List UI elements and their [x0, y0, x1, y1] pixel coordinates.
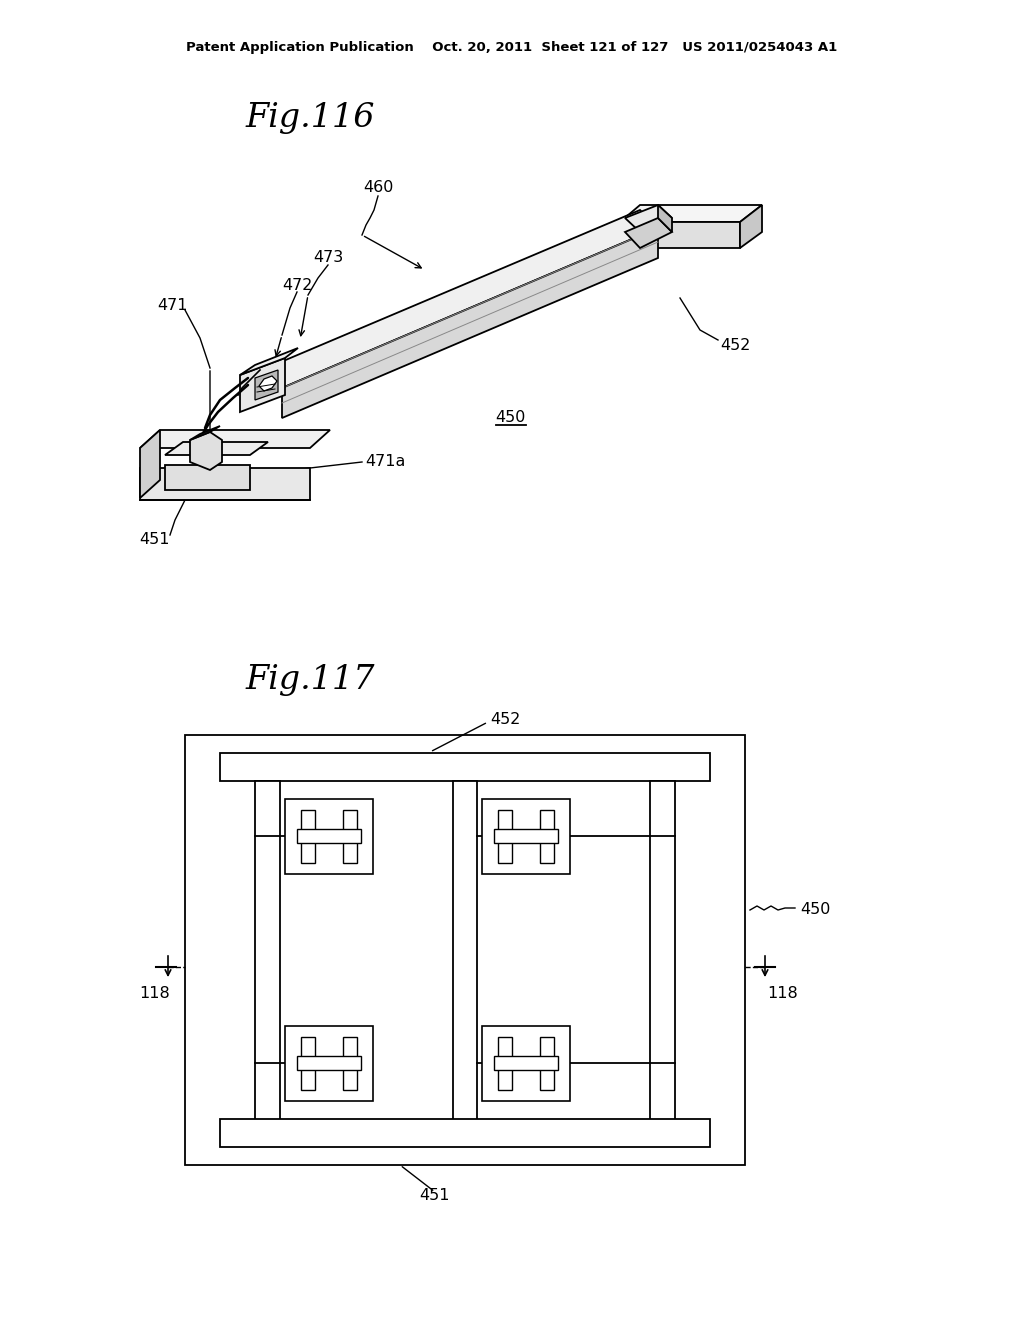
- Bar: [343, 810, 357, 863]
- Bar: [498, 810, 512, 863]
- Bar: [285, 1026, 373, 1101]
- Bar: [482, 1026, 570, 1101]
- Bar: [301, 1038, 315, 1090]
- Polygon shape: [620, 222, 740, 248]
- Bar: [301, 810, 315, 863]
- Text: 450: 450: [800, 903, 830, 917]
- Text: 451: 451: [139, 532, 170, 548]
- Polygon shape: [140, 469, 310, 500]
- Polygon shape: [262, 210, 658, 388]
- Bar: [540, 1038, 554, 1090]
- Text: 452: 452: [490, 713, 520, 727]
- Bar: [255, 781, 280, 1125]
- Bar: [185, 735, 745, 1166]
- Polygon shape: [282, 228, 658, 418]
- Polygon shape: [240, 358, 285, 412]
- Text: 450: 450: [495, 411, 525, 425]
- Text: 472: 472: [282, 277, 312, 293]
- Text: Patent Application Publication    Oct. 20, 2011  Sheet 121 of 127   US 2011/0254: Patent Application Publication Oct. 20, …: [186, 41, 838, 54]
- Text: 471a: 471a: [365, 454, 406, 470]
- Polygon shape: [620, 205, 762, 222]
- Text: 452: 452: [720, 338, 751, 352]
- Bar: [343, 1038, 357, 1090]
- Text: Fig.116: Fig.116: [246, 102, 375, 135]
- Bar: [540, 810, 554, 863]
- Polygon shape: [140, 430, 160, 498]
- Bar: [297, 1056, 361, 1071]
- Polygon shape: [658, 205, 672, 232]
- Text: 118: 118: [768, 986, 799, 1001]
- Bar: [482, 799, 570, 874]
- Bar: [285, 799, 373, 874]
- Polygon shape: [140, 430, 330, 447]
- Bar: [494, 829, 558, 843]
- Text: 451: 451: [420, 1188, 451, 1203]
- Bar: [498, 1038, 512, 1090]
- Bar: [650, 781, 675, 1125]
- Text: 471: 471: [157, 297, 187, 313]
- Polygon shape: [625, 205, 672, 232]
- Polygon shape: [240, 348, 298, 375]
- Polygon shape: [190, 432, 222, 470]
- Bar: [453, 781, 477, 1125]
- Text: 473: 473: [313, 251, 343, 265]
- Polygon shape: [740, 205, 762, 248]
- Polygon shape: [255, 370, 278, 400]
- Bar: [220, 1119, 710, 1147]
- Polygon shape: [259, 376, 278, 391]
- Text: 118: 118: [139, 986, 170, 1001]
- Polygon shape: [165, 442, 268, 455]
- Bar: [494, 1056, 558, 1071]
- Polygon shape: [625, 218, 672, 248]
- Bar: [220, 752, 710, 781]
- Polygon shape: [190, 426, 220, 440]
- Polygon shape: [165, 465, 250, 490]
- Text: 460: 460: [362, 181, 393, 195]
- Bar: [297, 829, 361, 843]
- Text: Fig.117: Fig.117: [246, 664, 375, 696]
